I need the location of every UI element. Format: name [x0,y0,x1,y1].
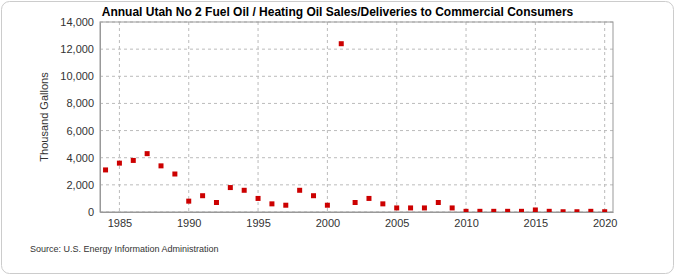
tick: 6,000 [66,125,100,137]
frame [2,2,674,274]
tick-label: 2020 [593,217,617,229]
grid-line [100,76,613,77]
tick: 1995 [246,212,270,229]
point [408,205,413,210]
grid-line [466,22,467,212]
point [311,193,316,198]
y-axis-title: Thousand Gallons [38,72,50,162]
tick-label: 4,000 [66,152,94,164]
tick-label: 1995 [246,217,270,229]
tick: 0 [88,206,100,218]
grid-line [535,22,536,212]
tick-label: 6,000 [66,125,94,137]
grid-line [100,157,613,158]
tick-label: 8,000 [66,97,94,109]
point [533,207,538,212]
point [505,209,510,212]
point [339,41,344,46]
point [450,205,455,210]
axis-line [100,23,101,213]
point [214,200,219,205]
tick: 2,000 [66,179,100,191]
tick: 8,000 [66,97,100,109]
tick: 4,000 [66,152,100,164]
point [574,209,579,212]
title: Annual Utah No 2 Fuel Oil / Heating Oil … [102,5,574,19]
point [256,196,261,201]
point [228,185,233,190]
tick-label: 2010 [454,217,478,229]
point [159,163,164,168]
point [547,209,552,212]
point [269,201,274,206]
point [394,205,399,210]
point [325,203,330,208]
plot-frame [100,22,613,212]
point [200,193,205,198]
y-axis: 0 2,000 4,000 6,000 8,000 10,000 12,000 14,000 [60,16,100,218]
point [283,203,288,208]
tick: 2005 [385,212,409,229]
point [242,188,247,193]
point [477,209,482,212]
point [297,188,302,193]
grid-line [604,22,605,212]
point [519,209,524,212]
tick: 14,000 [60,16,100,28]
tick: 2010 [454,212,478,229]
tick: 2020 [593,212,617,229]
point [422,205,427,210]
point [380,201,385,206]
tick: 12,000 [60,43,100,55]
grid [100,22,613,212]
point [131,158,136,163]
points [103,41,607,212]
tick-label: 1985 [108,217,132,229]
axis-line [101,212,614,213]
tick-label: 14,000 [60,16,94,28]
grid-line [100,103,613,104]
grid-line [188,22,189,212]
point [561,209,566,212]
tick-label: 2,000 [66,179,94,191]
point [353,200,358,205]
tick-label: 2005 [385,217,409,229]
tick: 1985 [108,212,132,229]
tick-label: 1990 [177,217,201,229]
x-axis: 1985 1990 1995 2000 2005 2010 2015 2020 [101,212,618,229]
point [186,199,191,204]
grid-line [100,49,613,50]
tick: 10,000 [60,70,100,82]
source: Source: U.S. Energy Information Administ… [30,244,219,254]
point [366,196,371,201]
point [145,151,150,156]
tick-label: 2015 [524,217,548,229]
point [602,209,607,212]
tick-label: 10,000 [60,70,94,82]
chart: 0 2,000 4,000 6,000 8,000 10,000 12,000 14,000 1… [0,0,675,275]
tick: 1990 [177,212,201,229]
grid-line [100,184,613,185]
tick-label: 12,000 [60,43,94,55]
grid-line [119,22,120,212]
tick: 2015 [524,212,548,229]
point [117,161,122,166]
point [436,200,441,205]
tick: 2000 [316,212,340,229]
grid-line [258,22,259,212]
point [491,209,496,212]
grid-line [327,22,328,212]
point [103,167,108,172]
point [464,209,469,212]
point [588,209,593,212]
grid-line [100,130,613,131]
grid-line [396,22,397,212]
tick-label: 0 [88,206,94,218]
point [172,172,177,177]
tick-label: 2000 [316,217,340,229]
